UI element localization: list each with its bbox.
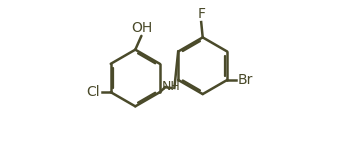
Text: NH: NH bbox=[162, 80, 181, 93]
Text: Cl: Cl bbox=[87, 85, 100, 99]
Text: Br: Br bbox=[237, 73, 252, 87]
Text: F: F bbox=[197, 7, 205, 21]
Text: OH: OH bbox=[131, 21, 153, 35]
